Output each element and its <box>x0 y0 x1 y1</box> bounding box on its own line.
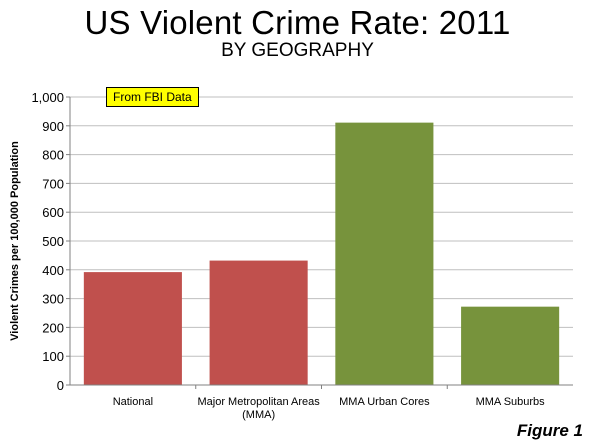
x-tick-label: MMA Urban Cores <box>339 396 430 408</box>
bars <box>83 122 560 385</box>
chart-title: US Violent Crime Rate: 2011 <box>84 4 511 41</box>
y-axis-title: Violent Crimes per 100,000 Population <box>9 141 21 341</box>
y-tick-label: 400 <box>42 263 64 278</box>
y-tick-label: 300 <box>42 292 64 307</box>
chart-subtitle: BY GEOGRAPHY <box>221 40 374 61</box>
axes <box>66 96 573 389</box>
y-tick-label: 800 <box>42 148 64 163</box>
y-tick-label: 1,000 <box>31 90 64 105</box>
x-tick-label: National <box>113 396 153 408</box>
x-tick-label: Major Metropolitan Areas (MMA) <box>197 396 320 421</box>
y-tick-label: 100 <box>42 349 64 364</box>
bar <box>209 260 308 385</box>
axis-labels: 0 100 200 300 400 500 600 700 800 900 1,000 Nationa… <box>9 90 545 421</box>
y-tick-label: 900 <box>42 119 64 134</box>
figure-caption: Figure 1 <box>516 421 583 440</box>
x-tick-label: MMA Suburbs <box>476 396 546 408</box>
source-annotation: From FBI Data <box>106 87 199 107</box>
bar <box>83 272 182 385</box>
y-tick-label: 700 <box>42 176 64 191</box>
bar <box>335 122 434 385</box>
y-tick-label: 0 <box>57 378 64 393</box>
y-tick-label: 200 <box>42 320 64 335</box>
y-tick-label: 600 <box>42 205 64 220</box>
y-tick-label: 500 <box>42 234 64 249</box>
bar <box>461 306 560 385</box>
